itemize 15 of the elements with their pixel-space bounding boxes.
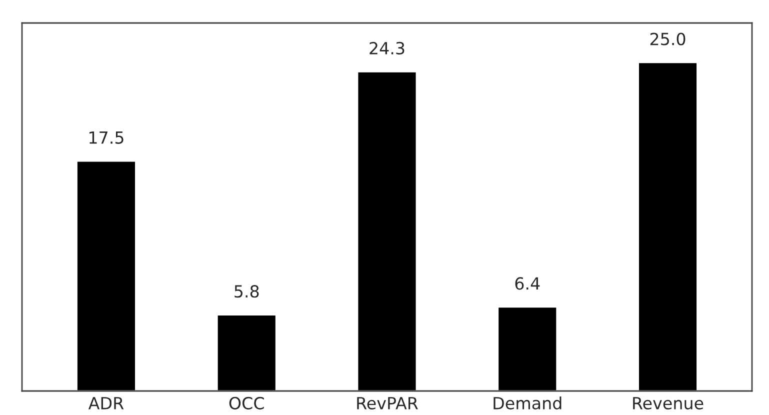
- x-tick-label: Revenue: [633, 397, 704, 410]
- data-label: 17.5: [90, 131, 124, 144]
- x-tick-label: Demand: [494, 396, 562, 410]
- bar: [497, 306, 558, 391]
- data-label: 5.8: [234, 285, 259, 298]
- data-label: 6.4: [515, 277, 540, 290]
- x-tick-label: ADR: [88, 397, 124, 410]
- bar: [356, 70, 418, 391]
- x-tick-label: OCC: [229, 396, 264, 410]
- bar: [76, 160, 136, 391]
- bar: [216, 314, 277, 391]
- x-tick-label: RevPAR: [357, 397, 418, 410]
- data-label: 24.3: [370, 42, 404, 55]
- bar: [638, 62, 698, 391]
- data-label: 25.0: [650, 32, 686, 46]
